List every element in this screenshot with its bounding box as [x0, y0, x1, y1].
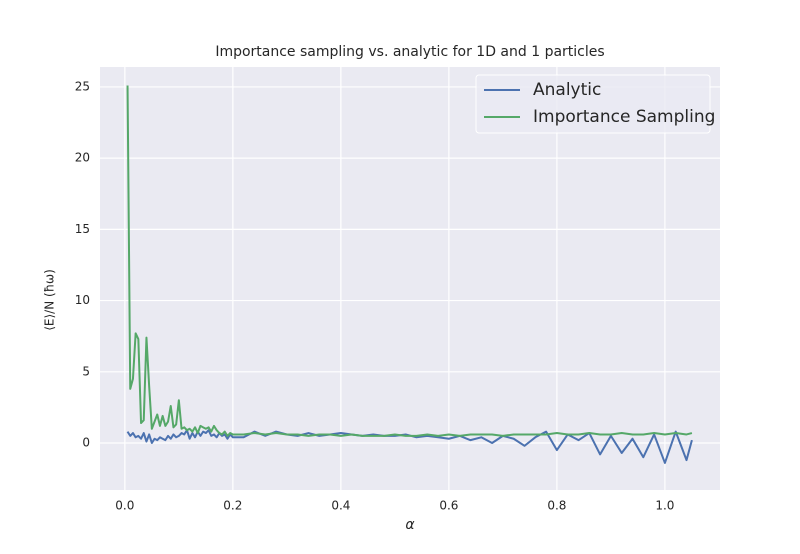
data-line: [126, 429, 693, 464]
x-tick-label: 0.0: [115, 499, 134, 513]
x-tick-label: 0.6: [439, 499, 458, 513]
x-tick-label: 0.4: [331, 499, 350, 513]
y-tick-label: 5: [82, 364, 90, 378]
plot-area: [100, 67, 720, 490]
y-tick-label: 20: [75, 151, 90, 165]
legend-label: Analytic: [533, 80, 601, 100]
x-tick-label: 0.8: [547, 499, 566, 513]
x-tick-label: 0.2: [223, 499, 242, 513]
chart-title: Importance sampling vs. analytic for 1D …: [215, 44, 604, 60]
data-line: [126, 85, 693, 437]
legend-label: Importance Sampling: [533, 107, 715, 127]
x-tick-label: 1.0: [655, 499, 674, 513]
y-tick-label: 0: [82, 436, 90, 450]
y-axis-label: ⟨E⟩/N (ħω): [43, 269, 57, 331]
y-tick-label: 10: [75, 293, 90, 307]
legend-box: [475, 74, 711, 134]
y-tick-label: 25: [75, 79, 90, 93]
x-axis-label: α: [405, 517, 415, 533]
y-tick-label: 15: [75, 222, 90, 236]
